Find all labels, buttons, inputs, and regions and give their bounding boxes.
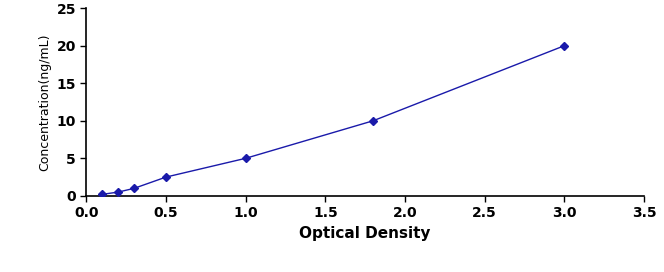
- X-axis label: Optical Density: Optical Density: [299, 226, 431, 241]
- Y-axis label: Concentration(ng/mL): Concentration(ng/mL): [38, 33, 51, 171]
